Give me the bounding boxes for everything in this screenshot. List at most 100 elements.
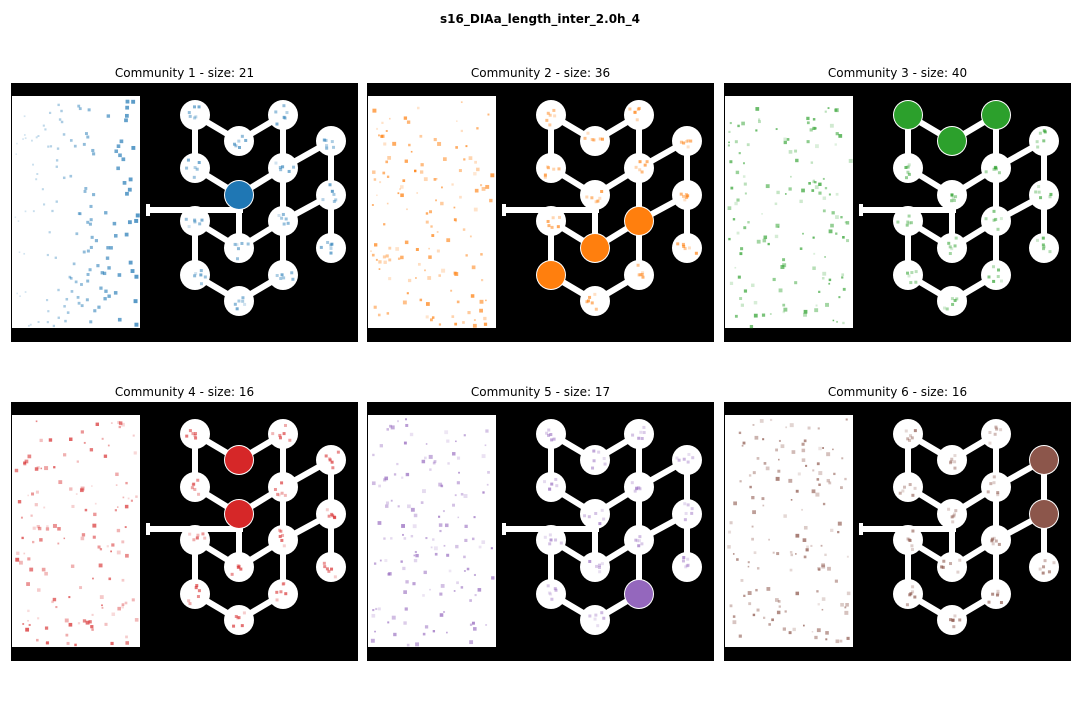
chamber-speckle	[727, 418, 851, 644]
community-map-image	[724, 402, 1071, 661]
panel-title: Community 6 - size: 16	[827, 385, 968, 399]
chamber-speckle	[370, 418, 495, 647]
network-node	[268, 472, 298, 502]
inlet-cap	[502, 204, 506, 216]
network-node	[1029, 180, 1059, 210]
network-node	[937, 445, 967, 475]
network-node	[180, 472, 210, 502]
network-node	[580, 499, 610, 529]
network-node	[893, 260, 923, 290]
chamber-region	[12, 96, 140, 328]
network-node	[180, 579, 210, 609]
community-panel-4: Community 4 - size: 16	[11, 385, 358, 665]
panel-title: Community 4 - size: 16	[114, 385, 255, 399]
network-node	[536, 579, 566, 609]
network-node	[672, 126, 702, 156]
chamber-speckle	[14, 99, 140, 328]
network-node	[893, 153, 923, 183]
network-node-active	[625, 207, 653, 235]
panel-title: Community 2 - size: 36	[470, 66, 611, 80]
network-node-active	[1030, 500, 1058, 528]
network-node	[981, 206, 1011, 236]
network-node	[672, 552, 702, 582]
network-node-active	[225, 500, 253, 528]
network-node	[981, 472, 1011, 502]
network-node	[536, 100, 566, 130]
network-node	[224, 126, 254, 156]
community-panel-2: Community 2 - size: 36	[367, 66, 714, 346]
network-node	[981, 419, 1011, 449]
community-panel-5: Community 5 - size: 17	[367, 385, 714, 665]
community-map-image	[367, 83, 714, 342]
inlet-cap	[502, 523, 506, 535]
network-node-active	[225, 446, 253, 474]
network-nodes	[893, 100, 1059, 316]
inlet-cap	[859, 204, 863, 216]
network-node	[316, 126, 346, 156]
network-node	[224, 605, 254, 635]
network-node-active	[581, 234, 609, 262]
community-panel-1: Community 1 - size: 21	[11, 66, 358, 346]
network-node	[536, 206, 566, 236]
network-node	[893, 472, 923, 502]
network-node	[1029, 233, 1059, 263]
network-node	[893, 525, 923, 555]
network-node	[893, 419, 923, 449]
inlet-cap	[146, 523, 150, 535]
network-node	[937, 552, 967, 582]
network-node	[672, 499, 702, 529]
network-node-active	[1030, 446, 1058, 474]
network-nodes	[893, 419, 1059, 635]
network-node	[180, 100, 210, 130]
network-node	[580, 180, 610, 210]
inlet-cap	[146, 204, 150, 216]
community-map-image	[11, 402, 358, 661]
community-map-image	[367, 402, 714, 661]
network-node	[672, 445, 702, 475]
chamber-speckle	[370, 101, 495, 328]
network-node	[937, 233, 967, 263]
chamber-region	[725, 415, 853, 647]
network-node	[224, 286, 254, 316]
network-node	[893, 206, 923, 236]
network-nodes	[180, 100, 346, 316]
network-node	[316, 233, 346, 263]
community-panel-6: Community 6 - size: 16	[724, 385, 1071, 665]
panel-title: Community 3 - size: 40	[827, 66, 968, 80]
network-node-active	[982, 101, 1010, 129]
network-nodes	[536, 100, 702, 316]
network-node-active	[938, 127, 966, 155]
network-node	[580, 605, 610, 635]
network-node	[580, 286, 610, 316]
network-node	[624, 100, 654, 130]
chamber-region	[368, 415, 496, 647]
chamber-speckle	[727, 107, 853, 329]
network-node	[624, 472, 654, 502]
community-map-image	[724, 83, 1071, 342]
network-node	[536, 153, 566, 183]
network-node	[180, 525, 210, 555]
network-node	[981, 525, 1011, 555]
figure-title: s16_DIAa_length_inter_2.0h_4	[440, 12, 640, 26]
panel-title: Community 1 - size: 21	[114, 66, 255, 80]
network-node	[981, 260, 1011, 290]
network-node	[580, 552, 610, 582]
network-node	[893, 579, 923, 609]
network-node-active	[537, 261, 565, 289]
chamber-region	[12, 415, 140, 647]
network-node-active	[625, 580, 653, 608]
network-node	[624, 419, 654, 449]
network-node	[268, 206, 298, 236]
network-node	[536, 472, 566, 502]
network-nodes	[536, 419, 702, 635]
network-node	[672, 233, 702, 263]
network-node	[937, 499, 967, 529]
network-node	[624, 525, 654, 555]
panel-title: Community 5 - size: 17	[470, 385, 611, 399]
network-node-active	[894, 101, 922, 129]
network-node	[624, 153, 654, 183]
community-panel-3: Community 3 - size: 40	[724, 66, 1071, 346]
inlet-cap	[859, 523, 863, 535]
network-node	[937, 286, 967, 316]
chamber-speckle	[14, 420, 139, 647]
